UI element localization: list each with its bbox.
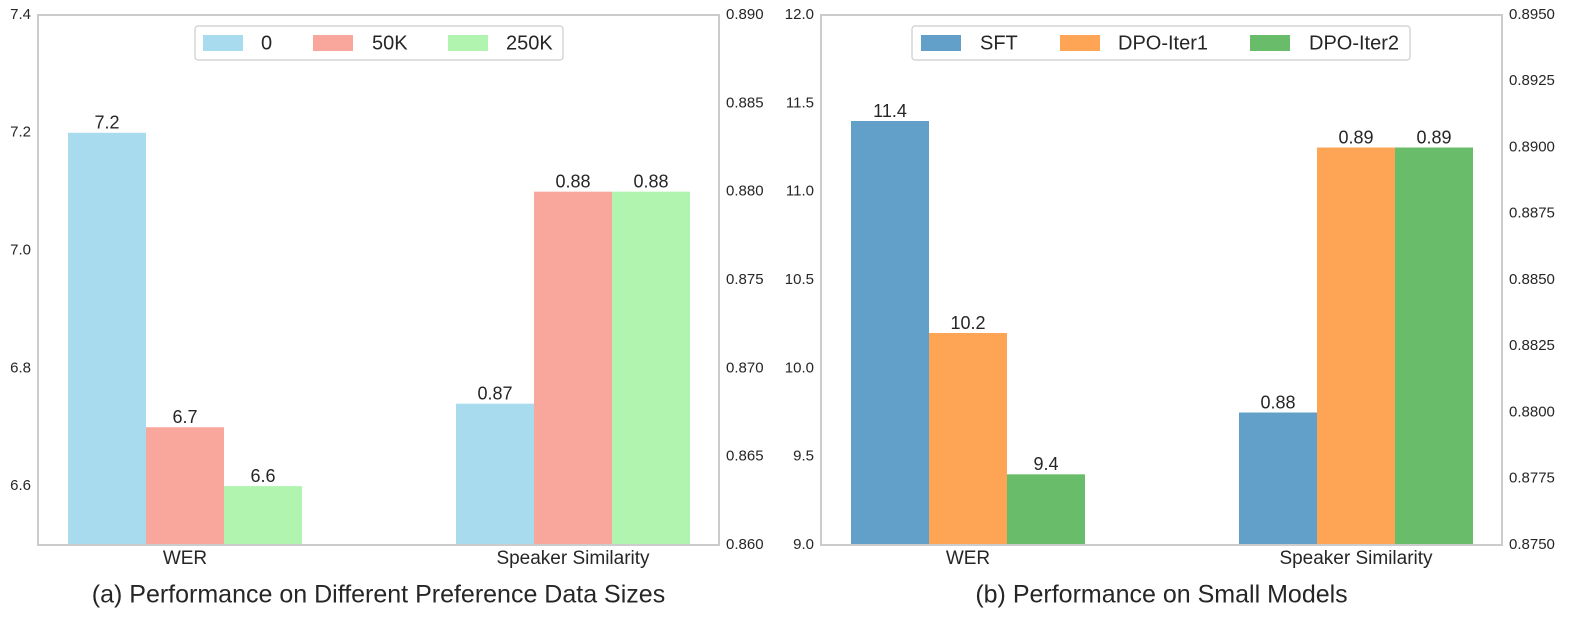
bar-dpo-iter2-speaker-similarity	[1395, 147, 1473, 545]
right-tick-label: 0.875	[726, 271, 764, 288]
right-tick-label: 0.8900	[1509, 138, 1555, 155]
left-tick-label: 7.4	[10, 6, 31, 23]
left-tick-label: 6.6	[10, 477, 31, 494]
legend-label: 50K	[372, 32, 408, 54]
legend-swatch	[448, 35, 488, 51]
legend-swatch	[203, 35, 243, 51]
chart-title: (b) Performance on Small Models	[975, 581, 1347, 609]
legend-label: DPO-Iter1	[1118, 32, 1208, 54]
legend-swatch	[1060, 35, 1100, 51]
right-tick-label: 0.8750	[1509, 536, 1555, 553]
left-tick-label: 11.0	[786, 183, 814, 200]
bar-50k-speaker-similarity	[534, 191, 612, 545]
bars	[851, 121, 1473, 545]
data-label: 0.89	[1338, 127, 1373, 147]
right-tick-label: 0.885	[726, 94, 764, 111]
right-tick-label: 0.8950	[1509, 6, 1555, 23]
bar-dpo-iter2-wer	[1007, 474, 1085, 545]
data-label: 6.6	[250, 466, 275, 486]
right-tick-label: 0.870	[726, 359, 764, 376]
bar-sft-wer	[851, 121, 929, 545]
bar-50k-wer	[146, 427, 224, 545]
legend-swatch	[1250, 35, 1290, 51]
left-tick-label: 6.8	[10, 359, 31, 376]
plot-frame	[820, 14, 1503, 546]
legend-label: 0	[261, 32, 272, 54]
data-label: 0.88	[555, 171, 590, 191]
category-label: Speaker Similarity	[1279, 548, 1433, 569]
right-tick-label: 0.890	[726, 6, 764, 23]
legend: SFT DPO-Iter1 DPO-Iter2	[911, 25, 1411, 61]
data-label: 11.4	[873, 101, 907, 121]
legend-box	[194, 25, 564, 61]
left-tick-label: 11.5	[786, 94, 814, 111]
right-tick-label: 0.8925	[1509, 72, 1555, 89]
category-label: WER	[163, 548, 207, 569]
left-tick-label: 10.0	[785, 359, 814, 376]
legend-swatch	[313, 35, 353, 51]
right-tick-label: 0.860	[726, 536, 764, 553]
data-label: 6.7	[172, 407, 197, 427]
data-label: 0.87	[477, 383, 512, 403]
right-tick-label: 0.8875	[1509, 205, 1555, 222]
panel-a: 7.2 0.87 6.7 0.88 6.6 0.88 6.6 6.8 7.0 7.2 7.4 0.86…	[10, 6, 763, 609]
panel-b: 11.4 0.88 10.2 0.89 9.4 0.89 9.0 9.5 10.0 10.5 11.…	[785, 6, 1555, 609]
right-tick-label: 0.880	[726, 183, 764, 200]
bar-0-wer	[68, 132, 146, 545]
left-tick-label: 12.0	[785, 6, 814, 23]
right-tick-label: 0.8800	[1509, 403, 1555, 420]
bars	[68, 132, 690, 545]
category-label: Speaker Similarity	[496, 548, 650, 569]
chart-title: (a) Performance on Different Preference …	[92, 581, 665, 609]
legend-swatch	[921, 35, 961, 51]
left-tick-label: 7.0	[10, 242, 31, 259]
plot-frame	[37, 14, 720, 546]
right-tick-label: 0.8775	[1509, 470, 1555, 487]
bar-dpo-iter1-speaker-similarity	[1317, 147, 1395, 545]
category-label: WER	[946, 548, 990, 569]
bar-dpo-iter1-wer	[929, 333, 1007, 545]
data-label: 0.89	[1416, 127, 1451, 147]
right-tick-label: 0.865	[726, 448, 764, 465]
data-label: 0.88	[1260, 392, 1295, 412]
data-label: 9.4	[1033, 454, 1058, 474]
left-tick-label: 10.5	[785, 271, 814, 288]
legend-label: 250K	[506, 32, 553, 54]
legend-label: SFT	[980, 32, 1018, 54]
left-tick-label: 9.0	[793, 536, 814, 553]
bar-sft-speaker-similarity	[1239, 412, 1317, 545]
left-tick-label: 7.2	[10, 124, 31, 141]
bar-250k-speaker-similarity	[612, 191, 690, 545]
right-tick-label: 0.8825	[1509, 337, 1555, 354]
data-label: 0.88	[633, 171, 668, 191]
legend: 0 50K 250K	[194, 25, 564, 61]
bar-0-speaker-similarity	[456, 403, 534, 545]
bar-250k-wer	[224, 486, 302, 545]
legend-label: DPO-Iter2	[1309, 32, 1399, 54]
right-tick-label: 0.8850	[1509, 271, 1555, 288]
legend-box	[911, 25, 1411, 61]
left-tick-label: 9.5	[793, 448, 814, 465]
data-label: 7.2	[94, 113, 119, 133]
data-label: 10.2	[950, 313, 985, 333]
